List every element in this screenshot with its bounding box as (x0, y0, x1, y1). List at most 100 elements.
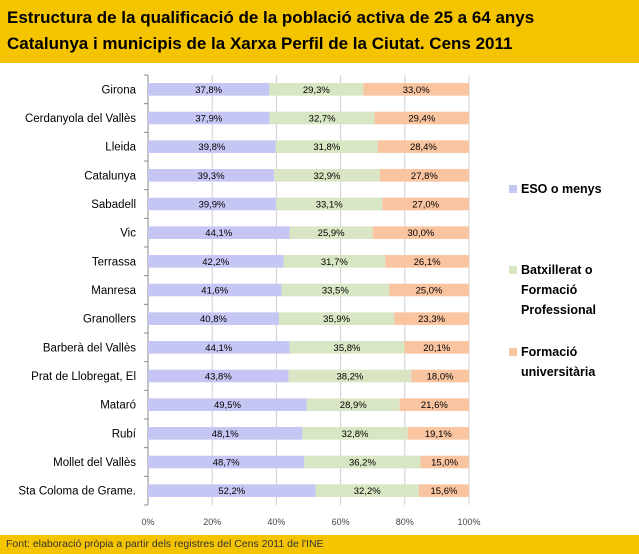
data-label: 52,2% (218, 486, 245, 497)
chart-title-line-2: Catalunya i municipis de la Xarxa Perfil… (7, 34, 513, 53)
category-label: Catalunya (84, 170, 136, 182)
data-label: 32,7% (309, 114, 336, 125)
bar-segment (275, 140, 378, 153)
bar-segment (289, 341, 405, 354)
x-tick-label: 0% (141, 517, 154, 527)
bar-segment (289, 226, 373, 239)
data-label: 33,1% (316, 200, 343, 211)
data-label: 49,5% (214, 400, 241, 411)
bar-segment (278, 312, 395, 325)
data-label: 28,9% (340, 400, 367, 411)
legend-swatch (509, 348, 517, 356)
data-label: 48,1% (212, 429, 239, 440)
data-label: 18,0% (427, 372, 454, 383)
legend-label: ESO o menys (521, 182, 602, 196)
legend-swatch (509, 266, 517, 274)
bar-segment (411, 369, 469, 383)
bar-segment (148, 484, 316, 497)
data-label: 20,1% (423, 343, 450, 354)
category-label: Sta Coloma de Grame. (18, 486, 136, 498)
bar-segment (372, 226, 469, 239)
bar-segment (274, 169, 380, 182)
bar-segment (377, 140, 469, 153)
data-label: 44,1% (205, 228, 232, 239)
bar-segment (269, 83, 364, 96)
bar-segment (148, 226, 290, 239)
bar-segment (382, 197, 469, 211)
data-label: 36,2% (349, 458, 376, 469)
data-label: 15,6% (430, 486, 457, 497)
x-tick-label: 60% (332, 517, 350, 527)
chart-area: 0% 20% 40% 60% 80% 100% Girona 37,8% 29,3% 33,0% C… (0, 63, 639, 534)
data-label: 40,8% (200, 314, 227, 325)
data-label: 48,7% (213, 458, 240, 469)
bar-segment (148, 427, 303, 440)
bar-segment (288, 369, 412, 383)
data-label: 32,2% (354, 486, 381, 497)
category-label: Cerdanyola del Vallès (25, 113, 136, 125)
data-label: 39,3% (198, 171, 225, 182)
bar-segment (394, 312, 469, 325)
bar-segment (363, 83, 469, 96)
data-label: 27,0% (412, 200, 439, 211)
category-label: Terrassa (92, 256, 137, 268)
bar-segment (148, 169, 275, 182)
bar-segment (281, 283, 390, 297)
category-label: Barberà del Vallès (43, 342, 136, 354)
category-label: Granollers (83, 314, 136, 326)
data-label: 37,9% (195, 114, 222, 125)
data-label: 21,6% (421, 400, 448, 411)
bar-segment (302, 427, 408, 440)
data-label: 29,3% (303, 85, 330, 96)
source-footer: Font: elaboració pròpia a partir dels re… (0, 535, 639, 554)
bar-segment (374, 111, 469, 125)
legend-swatch (509, 185, 517, 193)
x-tick-label: 80% (396, 517, 414, 527)
data-label: 35,8% (334, 343, 361, 354)
bar-segment (283, 255, 386, 268)
data-label: 28,4% (410, 142, 437, 153)
data-label: 31,7% (321, 257, 348, 268)
chart-title-line-1: Estructura de la qualificació de la pobl… (7, 8, 535, 27)
data-label: 33,0% (403, 85, 430, 96)
bar-segment (148, 455, 305, 469)
data-label: 42,2% (202, 257, 229, 268)
bar-segment (148, 255, 284, 268)
bar-segment (148, 83, 270, 96)
category-label: Lleida (105, 142, 136, 154)
bar-segment (399, 398, 469, 411)
data-label: 25,0% (416, 286, 443, 297)
bar-segment (404, 341, 469, 354)
data-label: 44,1% (205, 343, 232, 354)
bar-segment (389, 283, 469, 297)
legend-label: Batxillerat o (521, 263, 593, 277)
x-tick-label: 40% (267, 517, 285, 527)
data-label: 19,1% (425, 429, 452, 440)
x-tick-label: 20% (203, 517, 221, 527)
title-bar: Estructura de la qualificació de la pobl… (0, 0, 639, 63)
bar-segment (407, 427, 469, 440)
data-label: 30,0% (407, 228, 434, 239)
x-tick-label: 100% (457, 517, 480, 527)
category-label: Manresa (91, 285, 136, 297)
legend-label: Professional (521, 303, 596, 317)
data-label: 39,9% (199, 200, 226, 211)
bar-segment (385, 255, 469, 268)
legend-label: universitària (521, 365, 596, 379)
bar-segment (148, 341, 290, 354)
bar-segment (269, 111, 375, 125)
data-label: 43,8% (205, 372, 232, 383)
bar-segment (148, 398, 307, 411)
bar-segment (276, 197, 383, 211)
bar-segment (315, 484, 419, 497)
data-label: 38,2% (336, 372, 363, 383)
bar-segment (306, 398, 400, 411)
category-label: Mataró (100, 400, 136, 412)
data-label: 31,8% (313, 142, 340, 153)
category-label: Vic (120, 228, 136, 240)
bar-segment (148, 312, 279, 325)
category-label: Sabadell (91, 199, 136, 211)
category-label: Girona (101, 84, 136, 96)
bar-segment (420, 455, 469, 469)
data-label: 23,3% (418, 314, 445, 325)
